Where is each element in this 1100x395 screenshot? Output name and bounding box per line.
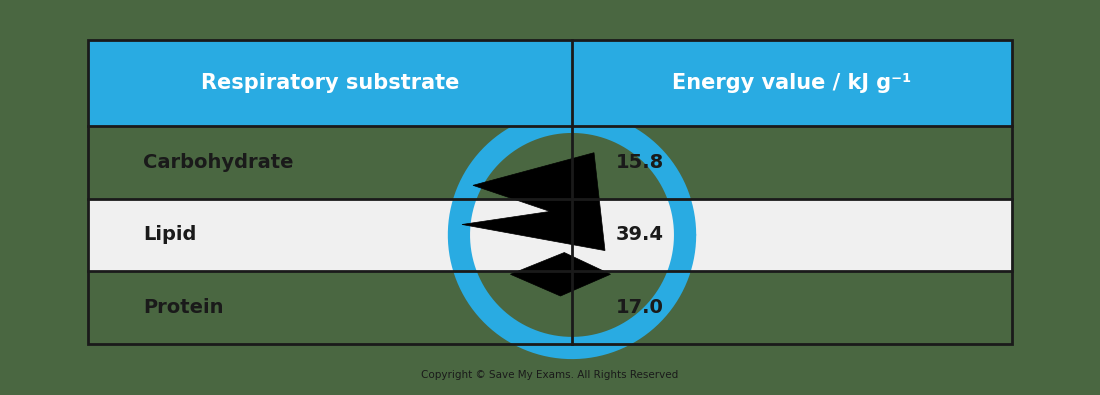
Text: 39.4: 39.4 [616, 226, 664, 245]
Text: Lipid: Lipid [143, 226, 197, 245]
Bar [88, 40, 1012, 126]
Text: Energy value / kJ g⁻¹: Energy value / kJ g⁻¹ [672, 73, 912, 93]
Bar [88, 271, 1012, 344]
Text: Carbohydrate: Carbohydrate [143, 153, 294, 172]
Bar [88, 199, 1012, 271]
Bar [88, 126, 1012, 199]
Text: 17.0: 17.0 [616, 298, 664, 317]
Bar [88, 40, 1012, 344]
Polygon shape [462, 153, 605, 250]
Polygon shape [510, 252, 610, 296]
Text: Protein: Protein [143, 298, 223, 317]
Text: Copyright © Save My Exams. All Rights Reserved: Copyright © Save My Exams. All Rights Re… [421, 370, 679, 380]
Text: Respiratory substrate: Respiratory substrate [201, 73, 459, 93]
Text: 15.8: 15.8 [616, 153, 664, 172]
